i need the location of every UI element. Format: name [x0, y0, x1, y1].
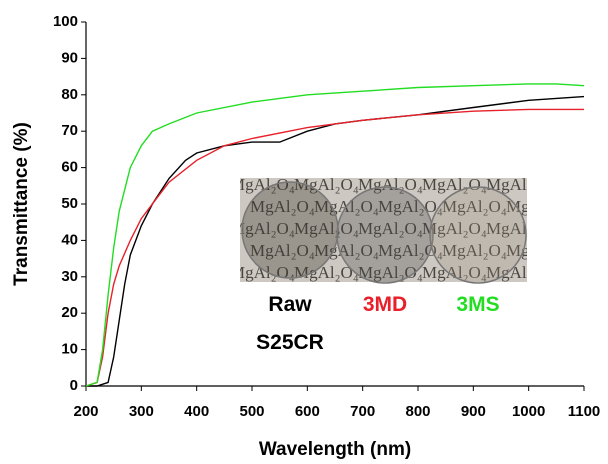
- y-tick-label: 70: [61, 122, 78, 139]
- x-tick-label: 800: [405, 403, 430, 420]
- inset-label: MgAl₂O₄: [422, 263, 487, 282]
- x-tick-label: 900: [461, 403, 486, 420]
- inset-label: MgAl₂O₄: [442, 241, 507, 260]
- sample-disc: [241, 181, 339, 279]
- x-tick-label: 600: [295, 403, 320, 420]
- y-tick-label: 0: [70, 377, 78, 394]
- inset-label: MgAl₂O₄: [294, 175, 359, 194]
- inset-label: MgAl₂O₄: [486, 263, 551, 282]
- inset-photo: [240, 178, 527, 282]
- inset-label: MgAl₂O₄: [250, 241, 315, 260]
- y-tick-label: 10: [61, 341, 78, 358]
- sample-disc: [336, 186, 434, 284]
- x-tick-label: 700: [350, 403, 375, 420]
- x-tick-label: 200: [73, 403, 98, 420]
- x-tick-label: 300: [129, 403, 154, 420]
- inset-label: MgAl₂O₄: [422, 175, 487, 194]
- inset-label: MgAl₂O₄: [250, 197, 315, 216]
- inset-label: MgAl₂O₄: [442, 197, 507, 216]
- y-axis-label: Transmittance (%): [11, 122, 32, 286]
- legend-entry: 3MD: [362, 293, 408, 316]
- line: [86, 95, 585, 387]
- y-tick-label: 30: [61, 268, 78, 285]
- line: [85, 83, 585, 387]
- line: [85, 108, 584, 387]
- y-tick-label: 50: [61, 195, 78, 212]
- inset-label: MgAl₂O₄: [378, 241, 443, 260]
- inset-label: MgAl₂O₄: [294, 263, 359, 282]
- x-tick-label: 1100: [568, 403, 601, 420]
- y-tick-label: 60: [61, 159, 78, 176]
- y-tick-label: 40: [61, 231, 78, 248]
- inset-label: MgAl₂O₄: [358, 175, 423, 194]
- y-tick-label: 20: [61, 304, 78, 321]
- y-tick-label: 80: [61, 86, 78, 103]
- inset-text: MgAl₂O₄ MgAl₂O₄ MgAl₂O₄ MgAl₂O₄ MgAl₂O₄MgAl₂…: [230, 175, 551, 282]
- inset-label: MgAl₂O₄: [486, 219, 551, 238]
- x-tick-label: 500: [239, 403, 264, 420]
- x-tick-label: 400: [184, 403, 209, 420]
- y-tick-label: 90: [61, 49, 78, 66]
- inset-label: MgAl₂O₄: [230, 175, 295, 194]
- inset-label: MgAl₂O₄: [358, 263, 423, 282]
- inset-label: MgAl₂O₄: [230, 219, 295, 238]
- legend-entry: 3MS: [456, 293, 500, 316]
- legend-entry: Raw S25CR: [256, 293, 324, 354]
- inset-label: MgAl₂O₄: [422, 219, 487, 238]
- inset-label: MgAl₂O₄: [358, 219, 423, 238]
- inset-label: MgAl₂O₄: [294, 219, 359, 238]
- sample-disc: [429, 186, 527, 284]
- y-tick-label: 100: [53, 13, 78, 30]
- x-axis-label: Wavelength (nm): [259, 439, 411, 460]
- x-tick-label: 1000: [512, 403, 545, 420]
